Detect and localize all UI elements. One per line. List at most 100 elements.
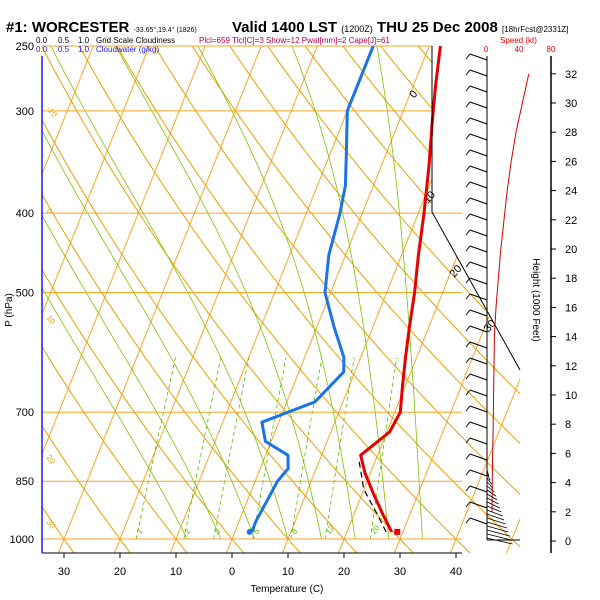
low-level-barb	[486, 501, 501, 509]
wind-barb-feather	[465, 309, 471, 316]
wind-barb	[469, 149, 488, 157]
temperature-tick-label: 40	[450, 566, 462, 578]
dry-adiabat	[42, 46, 131, 553]
wind-barb	[469, 341, 488, 349]
wind-barb	[469, 389, 488, 397]
wind-barb	[469, 485, 488, 493]
wind-barb	[469, 501, 488, 509]
temperature-tick-label: 20	[338, 566, 350, 578]
wind-barb	[469, 197, 488, 205]
low-level-barb	[486, 513, 505, 521]
height-tick-label: 14	[565, 332, 577, 344]
wind-barb	[469, 261, 488, 269]
height-tick-label: 28	[565, 127, 577, 139]
dry-adiabat	[417, 46, 520, 553]
dry-adiabat	[42, 46, 188, 553]
low-level-barb	[486, 477, 492, 485]
height-tick-label: 0	[565, 536, 571, 548]
isotherm	[281, 46, 486, 553]
moist-adiabat	[291, 46, 390, 540]
temperature-tick-label: 10	[170, 566, 182, 578]
cloud-scale-bottom-2: 1.0	[78, 45, 90, 54]
wind-barb-feather	[465, 85, 471, 92]
dry-adiabat	[42, 46, 358, 553]
mixing-ratio-line	[213, 357, 250, 540]
wind-barb	[469, 325, 488, 333]
mixing-ratio-line	[324, 357, 355, 540]
wind-barb-feather	[465, 405, 471, 412]
height-tick-label: 32	[565, 69, 577, 81]
x-axis-label: Temperature (C)	[251, 584, 324, 595]
sounding-series	[246, 45, 442, 535]
cloud-label-bottom: Cloudwater (g/kg)	[96, 45, 159, 54]
wind-barb	[469, 69, 488, 77]
wind-barb-feather	[465, 373, 471, 380]
parcel-profile	[358, 459, 387, 533]
temperature-tick-labels: 30 20 10 0 10 20 30 40	[58, 553, 462, 578]
mixing-ratio-label: 12	[324, 523, 337, 536]
isotherm-label: 0	[407, 88, 420, 100]
wind-barb-feather	[465, 197, 471, 204]
wind-barb	[469, 53, 488, 61]
y-axis-label: P (hPa)	[4, 293, 15, 327]
low-level-barb	[486, 505, 502, 513]
height-tick-label: 20	[565, 244, 577, 256]
height-tick-label: 16	[565, 302, 577, 314]
mixing-ratio-line	[290, 357, 323, 540]
dry-adiabat	[191, 46, 520, 553]
wind-barb-feather	[465, 149, 471, 156]
wind-barb	[469, 293, 488, 301]
wind-barb	[469, 309, 488, 317]
low-level-barb	[486, 525, 509, 533]
height-tick-label: 2	[565, 507, 571, 519]
dry-adiabat	[229, 46, 520, 553]
low-level-barb	[486, 517, 506, 525]
low-level-barb	[486, 533, 512, 541]
wind-barb	[469, 181, 488, 189]
wind-barb-feather	[465, 229, 471, 236]
wind-barb-feather	[465, 181, 471, 188]
wind-barbs	[465, 53, 513, 545]
pressure-tick-label: 1000	[10, 534, 34, 546]
moist-adiabat	[42, 46, 188, 540]
wind-barb	[469, 373, 488, 381]
pressure-tick-label: 400	[16, 208, 34, 220]
temperature-tick-label: 0	[229, 566, 235, 578]
dry-adiabat-label: 30	[44, 518, 57, 531]
height-axis-label: Height (1000 Feet)	[530, 258, 541, 341]
dry-adiabat	[42, 46, 301, 553]
mixing-ratio-line	[370, 357, 398, 540]
wind-speed-line	[491, 73, 530, 512]
moist-adiabat	[197, 46, 356, 540]
low-level-barb	[486, 521, 508, 529]
isotherm	[42, 46, 206, 553]
wind-barb	[469, 357, 488, 365]
wind-barb	[469, 405, 488, 413]
isotherm	[505, 46, 520, 553]
surface-dewpoint-marker	[246, 528, 253, 535]
wind-barb	[469, 517, 488, 525]
dry-adiabat	[493, 46, 520, 553]
height-tick-label: 24	[565, 186, 577, 198]
isotherm	[42, 46, 94, 553]
low-level-barb	[486, 509, 503, 517]
pressure-tick-label: 700	[16, 407, 34, 419]
wind-barb-feather	[465, 69, 471, 76]
height-tick-label: 8	[565, 419, 571, 431]
cloud-legend: 0.0 0.5 1.0 Grid Scale Cloudiness 0.0 0.…	[36, 36, 175, 54]
temperature-profile	[359, 45, 442, 533]
frame-right	[431, 46, 521, 371]
wind-barb-feather	[465, 325, 471, 332]
wind-barb-feather	[465, 485, 471, 492]
station-title: #1: WORCESTER -33.65°,19.4° (1826)	[6, 19, 197, 36]
height-tick-label: 10	[565, 390, 577, 402]
wind-barb-feather	[465, 501, 471, 508]
wind-barb	[469, 453, 488, 461]
wind-barb-feather	[465, 469, 471, 476]
mixing-ratio-label: 3	[212, 527, 222, 536]
isotherm	[449, 46, 520, 553]
isotherm	[42, 46, 150, 553]
speed-tick-40: 40	[515, 45, 524, 54]
